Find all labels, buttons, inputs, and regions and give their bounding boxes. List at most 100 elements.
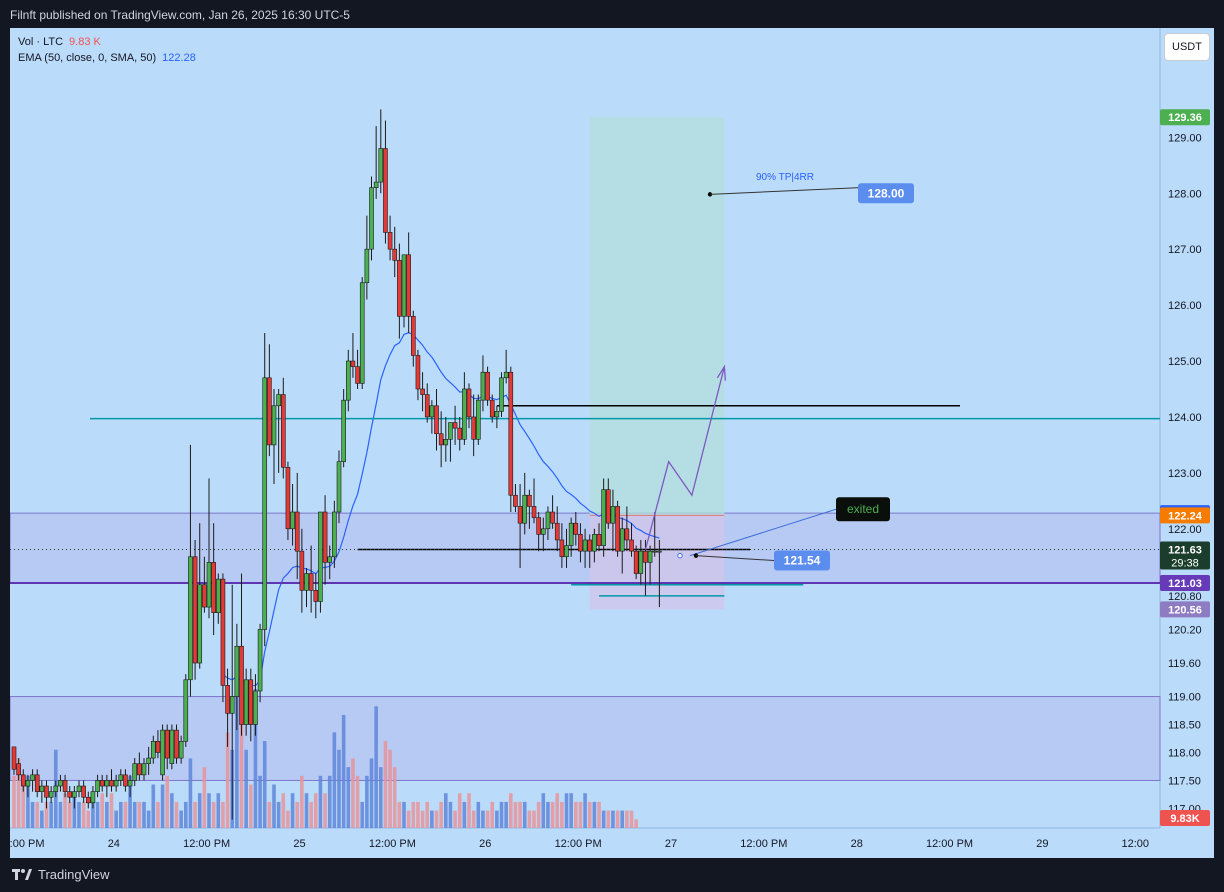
volume-bar (481, 810, 485, 828)
candle-body (438, 433, 444, 446)
candle-body (568, 522, 574, 546)
volume-bar (574, 801, 578, 828)
volume-bar (416, 801, 420, 828)
volume-bar (40, 810, 44, 828)
candle-body (578, 534, 583, 552)
candle-body (341, 399, 346, 462)
volume-bar (21, 784, 26, 828)
volume-bar (625, 810, 629, 828)
candle-body (443, 439, 449, 446)
chart-area[interactable]: 90% TP|4RR 128.00 exited 121.54 129.00 128.00… (10, 28, 1214, 858)
target-zone (589, 117, 725, 516)
volume-bar (67, 801, 72, 828)
volume-bar (564, 793, 569, 828)
price-badge-label: 121.63 (1168, 544, 1202, 556)
currency-button[interactable]: USDT (1164, 33, 1210, 61)
volume-bar (365, 775, 369, 828)
volume-bar (583, 793, 587, 828)
candle-body (99, 780, 105, 787)
volume-bar (146, 810, 151, 828)
candle-body (541, 528, 546, 535)
volume-bar (513, 801, 518, 828)
volume-bar (592, 801, 597, 828)
volume-bar (188, 758, 193, 828)
volume-bar (323, 793, 327, 828)
candle-body (410, 315, 416, 356)
volume-bar (509, 793, 513, 828)
volume-bar (504, 801, 508, 828)
candle-body (610, 506, 616, 524)
volume-bar (114, 810, 118, 828)
candle-body (527, 494, 532, 507)
candle-body (587, 539, 593, 552)
candle-body (262, 377, 268, 630)
volume-bar (95, 801, 100, 828)
volume-bar (244, 749, 248, 828)
candle-body (137, 763, 142, 776)
volume-bar (105, 801, 109, 828)
projection-path (644, 366, 726, 550)
candle-body (657, 550, 662, 553)
x-tick-label: 24 (108, 838, 120, 850)
tp-price-box (858, 183, 914, 204)
x-tick-label: 28 (851, 838, 863, 850)
y-tick-label: 118.00 (1168, 747, 1201, 759)
candle-body (30, 774, 35, 781)
volume-bar (12, 775, 16, 828)
candle-body (424, 394, 430, 418)
candle-body (536, 517, 541, 535)
volume-bar (337, 749, 341, 828)
volume-bar (439, 801, 443, 828)
candle-body (633, 550, 639, 574)
candle-body (652, 550, 658, 553)
candle-body (225, 685, 230, 714)
candle-body (345, 360, 351, 401)
footer: TradingView (0, 858, 1224, 892)
volume-bar (457, 793, 462, 828)
x-tick-label: 27 (665, 838, 677, 850)
y-tick-label: 124.00 (1168, 412, 1202, 424)
price-badge-label: 120.56 (1168, 604, 1202, 616)
candle-body (280, 394, 286, 468)
candle-body (202, 584, 207, 608)
volume-bar (560, 801, 564, 828)
volume-bar (332, 732, 337, 828)
candle-body (508, 371, 514, 496)
candle-body (475, 399, 481, 440)
candle-body (554, 522, 560, 541)
volume-bar (44, 801, 49, 828)
volume-bar (123, 801, 128, 828)
candle-body (373, 181, 379, 188)
candle-body (499, 377, 504, 412)
volume-bar (351, 758, 355, 828)
volume-bar (142, 801, 146, 828)
candle-body (81, 785, 86, 798)
candle-body (397, 260, 402, 317)
volume-bar (476, 801, 481, 828)
x-tick-label: 12:00 PM (183, 838, 230, 850)
price-chart[interactable]: 90% TP|4RR 128.00 exited 121.54 129.00 128.00… (10, 28, 1214, 858)
candle-body (25, 780, 31, 787)
volume-bar (207, 793, 211, 828)
candle-body (141, 763, 147, 776)
volume-bar (569, 793, 573, 828)
volume-bar (499, 801, 504, 828)
volume-bar (290, 793, 295, 828)
tradingview-logo[interactable]: TradingView (12, 867, 110, 882)
volume-bar (221, 801, 225, 828)
candle-body (72, 791, 77, 798)
candle-body (294, 511, 300, 552)
candle-body (638, 550, 644, 574)
candle-body (76, 785, 82, 792)
volume-bar (620, 810, 625, 828)
y-tick-label: 120.20 (1168, 624, 1202, 636)
candle-body (318, 511, 323, 602)
candle-body (573, 522, 579, 535)
x-tick-label: 12:00 (1122, 838, 1150, 850)
candle-body (601, 489, 606, 546)
volume-bar (467, 793, 471, 828)
exited-text: exited (847, 502, 879, 516)
volume-bar (453, 810, 457, 828)
candle-body (369, 187, 374, 250)
candle-body (123, 774, 128, 787)
